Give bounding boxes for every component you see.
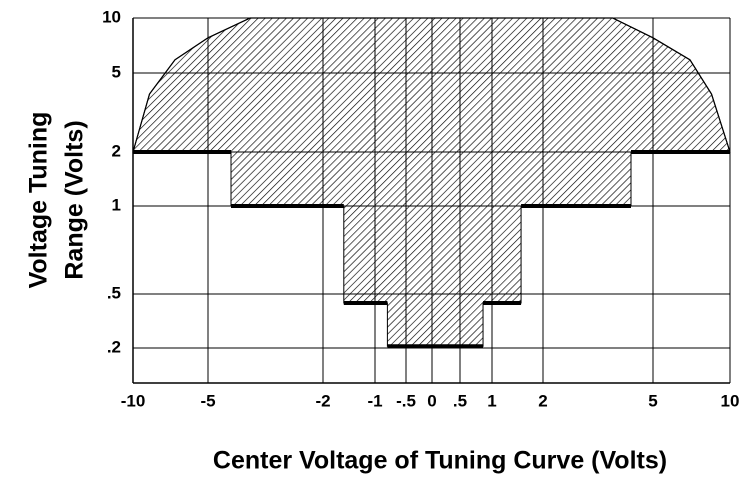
upper-boundary [132, 17, 731, 153]
y-tick-label: 2 [112, 141, 121, 160]
y-axis-label: Voltage Tuning [25, 112, 53, 289]
x-tick-label: -10 [121, 391, 146, 410]
y-tick-label: .2 [107, 337, 121, 356]
x-tick-label: 2 [538, 391, 547, 410]
x-tick-label: 0 [427, 391, 436, 410]
x-tick-label: 1 [487, 391, 496, 410]
x-tick-label: .5 [453, 391, 467, 410]
y-tick-label: 5 [112, 62, 121, 81]
x-tick-label: -1 [367, 391, 382, 410]
x-tick-label: -2 [315, 391, 330, 410]
y-tick-label: 1 [112, 195, 121, 214]
x-tick-label: 10 [721, 391, 740, 410]
y-axis-label: Range (Volts) [61, 120, 89, 279]
x-tick-label: -5 [200, 391, 215, 410]
x-tick-label: -.5 [396, 391, 416, 410]
y-tick-label: 10 [102, 7, 121, 26]
x-axis-label: Center Voltage of Tuning Curve (Volts) [213, 447, 667, 475]
x-tick-label: 5 [648, 391, 657, 410]
y-tick-label: .5 [107, 283, 121, 302]
